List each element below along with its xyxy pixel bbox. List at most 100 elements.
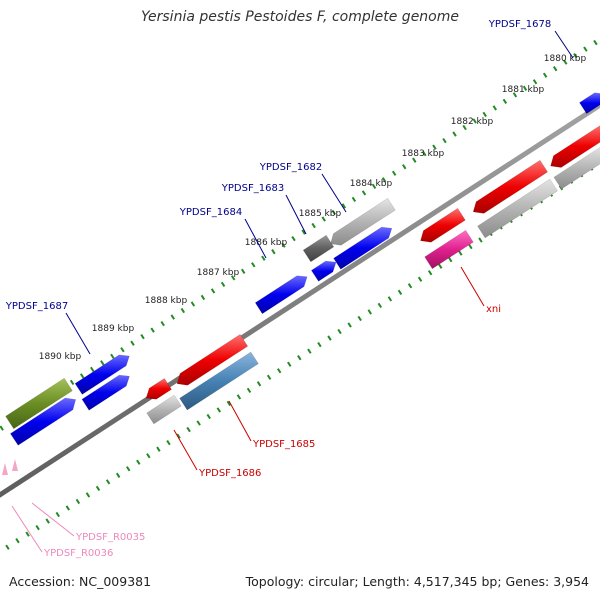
ruler-tick [341,203,347,209]
ruler-tick [482,111,487,118]
ruler-tick [15,538,20,544]
ruler-tick [502,98,508,105]
ruler-tick [381,177,387,183]
leader-line [244,218,267,259]
ruler-tick [472,118,477,124]
ruler-tick [206,413,211,420]
ruler-tick [397,289,403,295]
ruler-tick [166,440,171,446]
ruler-tick [126,466,131,472]
ruler-tick [136,459,141,465]
ruler-tick [458,250,463,256]
ruler-label: 1881 kbp [502,85,545,95]
ruler-tick [105,479,111,485]
ruler-tick [230,275,236,281]
leader-line [321,173,347,213]
ruler-tick [150,327,155,333]
ruler-tick [90,366,95,372]
accession-label: Accession: NC_009381 [9,574,152,589]
ruler-tick [120,347,125,353]
ruler-tick [468,243,473,250]
ruler-tick [176,433,181,439]
gene-label: xni [486,304,501,315]
backbone-line [0,102,600,498]
map-title: Yersinia pestis Pestoides F, complete ge… [141,9,459,25]
ruler-tick [266,374,272,380]
ruler-tick [357,315,362,322]
leader-line [65,312,91,355]
ruler-tick [327,335,332,341]
ruler-tick [432,144,437,150]
ruler-tick [200,294,206,301]
ruler-tick [291,235,296,242]
rna-ypdsf-r0036 [2,463,8,475]
ruler-tick [287,361,292,367]
ruler-tick [317,341,322,348]
gene-label: YPDSF_1686 [198,468,261,479]
ruler-tick [361,190,367,196]
gene-red-b [472,159,549,214]
ruler-label: 1889 kbp [92,324,135,334]
ruler-tick [69,379,75,386]
gene-gray-c [553,146,600,190]
ruler-label: 1884 kbp [350,179,393,189]
ruler-tick [35,524,40,531]
gene-ypdsf-1678 [579,92,600,115]
ruler-tick [297,355,302,361]
gene-ypdsf-1687-b [81,374,130,411]
gene-label: YPDSF_R0035 [75,532,145,543]
ruler-tick [331,209,336,216]
ruler-tick [220,281,226,288]
ruler-label: 1885 kbp [299,209,342,219]
ruler-tick [321,216,326,222]
gene-ypdsf-1683 [310,260,337,282]
ruler-tick [210,288,216,294]
ruler-tick [552,66,558,72]
ruler-tick [532,79,538,85]
gene-label: YPDSF_1687 [5,301,68,312]
ruler-tick [402,164,407,170]
ruler-tick [196,420,201,426]
ruler-tick [261,255,266,261]
ruler-tick [130,340,135,346]
gene-gray-b [477,178,558,239]
ruler-tick [241,268,246,274]
ruler-tick [115,472,121,478]
ruler-tick [311,222,316,229]
gene-ypdsf-1687 [74,354,130,395]
ruler-tick [75,498,81,505]
ruler-tick [236,394,242,400]
gene-blue-left [9,397,77,446]
leader-line [228,400,252,442]
ruler-tick [276,368,282,374]
ruler-tick [95,485,101,492]
ruler-tick [438,263,443,269]
ruler-tick [387,296,393,302]
gene-xni [424,229,474,270]
ruler-tick [100,360,105,366]
gene-ypdsf-1686 [145,377,172,400]
ruler-tick [542,72,548,78]
ruler-tick [573,52,578,59]
gene-ypdsf-1685 [176,333,249,386]
ruler-label: 1888 kbp [145,296,188,306]
ruler-tick [307,348,312,354]
ruler-tick [593,39,598,46]
ruler-tick [0,425,4,431]
ruler-tick [492,105,498,111]
gene-label: YPDSF_1684 [179,207,242,218]
ruler-label: 1883 kbp [402,149,445,159]
ruler-tick [156,446,161,452]
gene-dark [302,234,335,263]
ruler-tick [251,262,256,268]
ruler-tick [216,407,221,413]
gene-olive [5,377,73,430]
ruler-tick [226,400,232,407]
leader-line [460,266,485,307]
ruler-tick [55,511,60,518]
ruler-tick [448,257,453,263]
ruler-tick [452,131,457,137]
ruler-tick [25,531,30,537]
leader-line [285,194,307,235]
ruler-tick [377,302,383,309]
